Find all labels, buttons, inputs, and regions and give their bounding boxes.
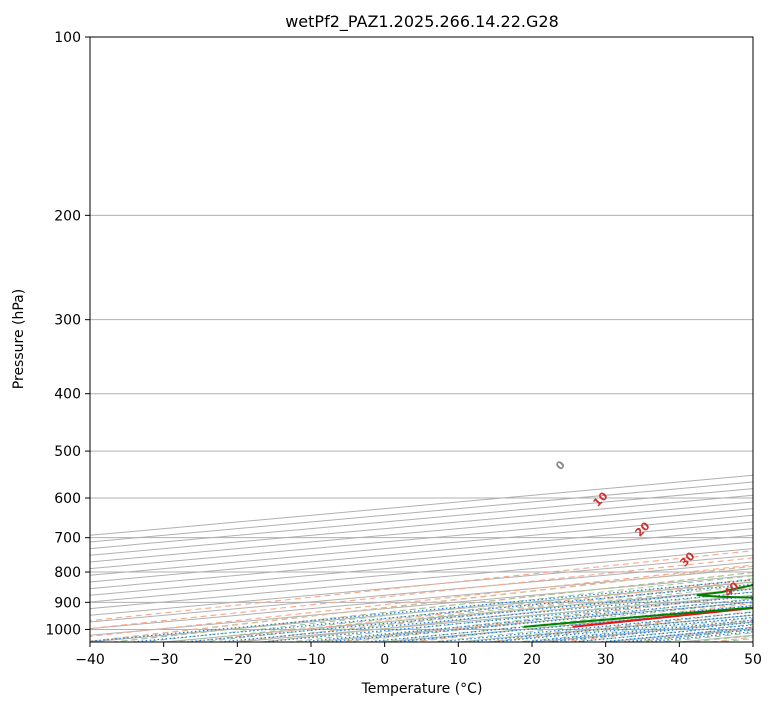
isotherm-line xyxy=(90,494,753,556)
moist-adiabat-line xyxy=(369,601,753,642)
moist-adiabat-line xyxy=(255,587,753,642)
y-tick-label: 300 xyxy=(54,313,81,329)
x-tick-label: 0 xyxy=(380,652,389,668)
tick-layer: −40 −30 −20 −10 0 10 20 30 40 5010009008007006005… xyxy=(45,30,762,668)
chart-title: wetPf2_PAZ1.2025.266.14.22.G28 xyxy=(285,12,559,32)
x-tick-label: −20 xyxy=(223,652,253,668)
y-tick-label: 400 xyxy=(54,387,81,403)
auxiliary-curve xyxy=(90,565,753,642)
dry-adiabat-line xyxy=(333,594,753,642)
y-axis-label: Pressure (hPa) xyxy=(11,289,27,389)
mixing-ratio-line xyxy=(460,614,753,642)
dry-adiabat-line xyxy=(706,636,753,642)
isotherm-line xyxy=(90,534,753,596)
isotherm-line xyxy=(90,574,753,636)
isotherm-line xyxy=(90,548,753,610)
moist-adiabat-line xyxy=(597,626,753,642)
y-tick-label: 100 xyxy=(54,30,81,46)
moist-adiabat-label: 30 xyxy=(678,549,698,569)
isotherm-line xyxy=(90,508,753,570)
series-layer xyxy=(523,584,753,628)
moist-adiabat-line xyxy=(108,572,753,642)
plot-frame xyxy=(89,36,754,643)
dry-adiabat-line xyxy=(766,27,775,645)
mixing-ratio-line xyxy=(515,619,753,642)
dry-adiabat-line xyxy=(90,550,753,622)
mixing-ratio-line xyxy=(90,579,753,642)
isotherm-line xyxy=(90,554,753,616)
dry-adiabat-line xyxy=(90,557,753,630)
x-tick-label: 50 xyxy=(744,652,762,668)
isotherm-line xyxy=(747,641,753,642)
y-tick-label: 900 xyxy=(54,595,81,611)
isotherm-line xyxy=(90,541,753,603)
isotherm-line xyxy=(526,621,753,642)
moist-adiabat-line xyxy=(284,591,753,642)
moist-adiabat-label: 20 xyxy=(633,519,653,539)
y-tick-label: 700 xyxy=(54,531,81,547)
isotherm-line xyxy=(90,581,753,642)
isotherm-line xyxy=(90,488,753,550)
isotherm-line xyxy=(90,561,753,623)
moist-adiabat-line xyxy=(683,635,753,642)
isotherm-line xyxy=(90,474,753,536)
dry-adiabat-line xyxy=(108,571,753,642)
y-tick-label: 800 xyxy=(54,565,81,581)
isotherm-line xyxy=(90,568,753,630)
x-tick-label: 20 xyxy=(523,652,541,668)
x-tick-label: 40 xyxy=(670,652,688,668)
dry-adiabat-line xyxy=(183,579,753,642)
isotherm-line xyxy=(157,588,753,642)
dewpoint-profile-line xyxy=(523,584,753,628)
moist-adiabat-line xyxy=(426,608,753,642)
isotherm-line xyxy=(90,521,753,583)
dry-adiabat-line xyxy=(482,611,753,642)
isotherm-line xyxy=(673,634,753,642)
x-tick-label: 30 xyxy=(597,652,615,668)
isotherm-line xyxy=(231,594,753,642)
x-axis-label: Temperature (°C) xyxy=(361,681,483,697)
x-tick-label: −40 xyxy=(75,652,105,668)
x-tick-label: −10 xyxy=(296,652,326,668)
moist-adiabat-label: 0 xyxy=(553,458,568,473)
mixing-ratio-line xyxy=(485,616,753,642)
y-tick-label: 200 xyxy=(54,208,81,224)
isotherm-line xyxy=(90,501,753,563)
mixing-ratio-line xyxy=(429,611,753,642)
moist-adiabat-line xyxy=(568,623,753,642)
mixing-ratio-line xyxy=(125,583,753,642)
y-tick-label: 600 xyxy=(54,491,81,507)
x-tick-label: 10 xyxy=(449,652,467,668)
isotherm-line xyxy=(90,514,753,576)
temperature-profile-line xyxy=(572,607,753,628)
isotherm-line xyxy=(90,481,753,543)
x-tick-label: −30 xyxy=(149,652,179,668)
grid-layer xyxy=(90,27,775,645)
isotherm-line xyxy=(378,608,753,642)
moist-adiabat-label: 10 xyxy=(591,489,611,509)
auxiliary-curve xyxy=(224,581,753,642)
mixing-ratio-line xyxy=(358,605,753,642)
y-tick-label: 1000 xyxy=(45,622,81,638)
moist-adiabat-line xyxy=(398,604,753,642)
dry-adiabat-line xyxy=(258,587,753,642)
moist-adiabat-line xyxy=(167,578,753,642)
y-tick-label: 500 xyxy=(54,444,81,460)
isotherm-line xyxy=(90,528,753,590)
moist-adiabat-line xyxy=(138,575,753,642)
